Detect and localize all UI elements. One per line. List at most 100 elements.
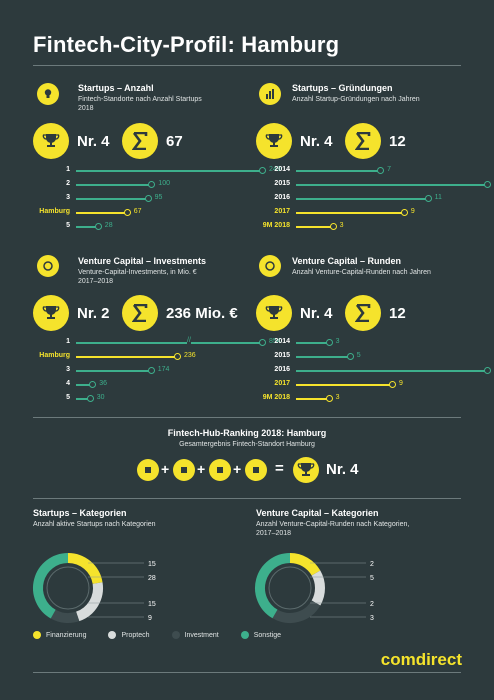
bar-category: 2014 [274, 166, 290, 173]
bar [76, 198, 147, 200]
bar-category: Hamburg [39, 352, 70, 359]
subtitle-line: 2018 [78, 105, 94, 112]
trophy-icon [33, 295, 69, 331]
sigma-icon [345, 123, 381, 159]
rank-value: Nr. 4 [300, 133, 333, 150]
bar-value: 3 [335, 394, 340, 401]
subtitle-line: Venture-Capital-Investments, in Mio. € [78, 269, 197, 276]
coins-icon [209, 459, 231, 481]
bar-category: 2015 [274, 180, 290, 187]
bar-dot [94, 223, 102, 230]
donut-value: 28 [148, 575, 156, 582]
bar-dot [259, 167, 266, 174]
rank-value: Nr. 4 [300, 305, 333, 322]
divider [33, 417, 461, 418]
donut-slice [67, 553, 103, 585]
bar-value: 3 [335, 338, 340, 345]
donut-inner-ring [268, 566, 312, 610]
bar-value: 236 [184, 352, 196, 359]
bar-value: 36 [99, 380, 108, 387]
bar-category: 5 [66, 222, 70, 229]
bar-dot [123, 209, 131, 216]
subtitle-line: Anzahl Venture-Capital-Runden nach Kateg… [256, 521, 410, 528]
bar-dot [346, 353, 354, 360]
panel-subtitle: Anzahl Startup-Gründungen nach Jahren [292, 95, 420, 104]
page-title: Fintech-City-Profil: Hamburg [33, 32, 340, 57]
bar [76, 384, 92, 386]
bar-category: 5 [66, 394, 70, 401]
bar [76, 226, 97, 228]
divider [33, 672, 461, 673]
legend-item: Finanzierung [33, 631, 86, 639]
bar-dot [424, 195, 432, 202]
subtitle-line: Anzahl Startup-Gründungen nach Jahren [292, 96, 420, 103]
rank-value: Nr. 2 [77, 305, 110, 322]
panel-title: Startups – Gründungen [292, 83, 393, 93]
subtitle-line: 2017–2018 [256, 530, 292, 537]
donut-subtitle: Anzahl Venture-Capital-Runden nach Kateg… [256, 520, 409, 538]
bar-value: 7 [387, 166, 392, 173]
donut-value: 15 [148, 561, 156, 568]
bar-category: 3 [66, 194, 70, 201]
bar-category: 1 [66, 338, 70, 345]
bar [296, 398, 328, 400]
subtitle-line: Anzahl Venture-Capital-Runden nach Jahre… [292, 269, 431, 276]
plus-sign: + [161, 461, 170, 477]
bar [296, 184, 486, 186]
bar-value: 854 [269, 338, 281, 345]
bar-value: 174 [157, 366, 170, 373]
legend-label: Finanzierung [46, 631, 87, 639]
legend-swatch [33, 631, 41, 639]
bar [76, 398, 89, 400]
bar-value: 95 [154, 194, 163, 201]
bar [76, 212, 126, 214]
bar [296, 198, 427, 200]
bar-value: 30 [96, 394, 105, 401]
bar-value: 249 [269, 166, 281, 173]
bar [296, 226, 332, 228]
bar-category: 3 [66, 366, 70, 373]
sum-value: 67 [166, 133, 183, 150]
sum-value: 12 [389, 133, 406, 150]
trophy-icon [256, 123, 292, 159]
coins-icon [245, 459, 267, 481]
panel-subtitle: Anzahl Venture-Capital-Runden nach Jahre… [292, 268, 431, 277]
panel-subtitle: Fintech-Standorte nach Anzahl Startups 20… [78, 95, 202, 113]
bar-category: Hamburg [39, 208, 70, 215]
divider [33, 65, 461, 66]
panel-title: Venture Capital – Investments [78, 256, 207, 266]
bar-category: 2016 [274, 366, 290, 373]
donut-slice [272, 600, 321, 623]
donut-inner-ring [46, 566, 90, 610]
donut-value: 9 [148, 615, 152, 622]
sigma-icon [345, 295, 381, 331]
legend-label: Investment [184, 631, 219, 639]
bar-value: 11 [434, 194, 442, 201]
bar-dot [389, 381, 396, 388]
panel-title: Venture Capital – Runden [292, 256, 402, 266]
bar-category: 2016 [274, 194, 290, 201]
bar-value: 67 [133, 208, 142, 215]
hub-title: Fintech-Hub-Ranking 2018: Hamburg [167, 428, 327, 438]
hub-result: Nr. 4 [326, 461, 359, 478]
trophy-icon [33, 123, 69, 159]
sum-value: 12 [389, 305, 406, 322]
trophy-icon [293, 457, 319, 483]
bar-chart-icon [173, 459, 195, 481]
bar [296, 212, 403, 214]
bar-dot [147, 367, 155, 374]
bar-value: 9 [410, 208, 415, 215]
subtitle-line: 2017–2018 [78, 278, 114, 285]
bar-value: 9 [399, 380, 403, 387]
bar [76, 356, 176, 358]
bar-dot [400, 209, 408, 216]
bar-dot [484, 367, 491, 374]
coins-icon [37, 255, 59, 277]
bar [296, 170, 380, 172]
bar-dot [484, 181, 491, 188]
donut-title: Venture Capital – Kategorien [256, 508, 379, 518]
legend-item: Proptech [108, 631, 150, 639]
bar-category: 9M 2018 [262, 222, 290, 229]
bar [76, 370, 150, 372]
